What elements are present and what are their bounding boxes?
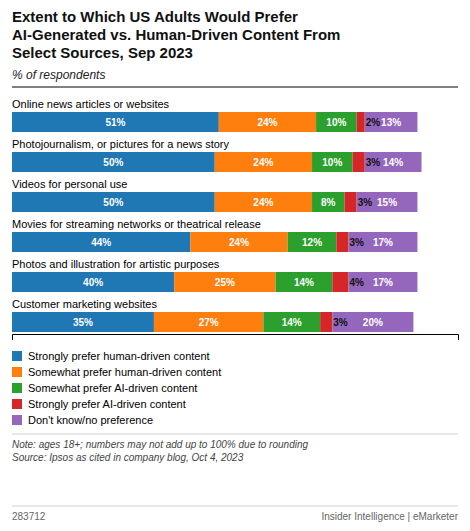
bar-segment <box>12 112 219 132</box>
legend-label: Strongly prefer human-driven content <box>28 350 210 362</box>
legend-swatch <box>12 415 22 425</box>
bar-segment <box>353 152 365 172</box>
data-label: 24% <box>257 117 277 128</box>
data-label: 10% <box>322 157 342 168</box>
bar-segment <box>263 312 320 332</box>
series <box>332 112 421 332</box>
category-label: Videos for personal use <box>12 178 127 190</box>
title-line: Extent to Which US Adults Would Prefer <box>12 8 298 25</box>
bar-segment <box>215 152 312 172</box>
bar-segment <box>312 192 344 212</box>
note-line: Note: ages 18+; numbers may not add up t… <box>12 439 308 450</box>
bars <box>12 112 422 332</box>
bar-segment <box>332 272 348 292</box>
data-label: 24% <box>253 197 273 208</box>
data-label: 4% <box>350 277 365 288</box>
bar-segment <box>336 232 348 252</box>
category-label: Online news articles or websites <box>12 98 170 110</box>
chart: Extent to Which US Adults Would PreferAI… <box>0 0 470 531</box>
data-label: 17% <box>373 277 393 288</box>
category-label: Photos and illustration for artistic pur… <box>12 258 220 270</box>
legend-label: Don't know/no preference <box>28 414 153 426</box>
bar-segment <box>349 272 418 292</box>
data-label: 15% <box>377 197 397 208</box>
data-label: 24% <box>229 237 249 248</box>
series <box>263 112 356 332</box>
bar-segment <box>154 312 263 332</box>
data-labels: 51% 50% 50% 44% 40% 35% 24% 24% 24% 24% 25% 27% 10% 1… <box>73 117 403 328</box>
bar-segment <box>357 192 418 212</box>
data-label: 10% <box>326 117 346 128</box>
bar-segment <box>190 232 287 252</box>
title: Extent to Which US Adults Would PreferAI… <box>12 8 340 61</box>
data-label: 2% <box>366 117 381 128</box>
legend-label: Somewhat prefer AI-driven content <box>28 382 197 394</box>
bar-segment <box>12 312 154 332</box>
data-label: 12% <box>302 237 322 248</box>
bar-segment <box>215 192 312 212</box>
legend: Strongly prefer human-driven content Some… <box>12 350 221 426</box>
title-line: AI-Generated vs. Human-Driven Content Fr… <box>12 26 340 43</box>
bar-segment <box>357 112 365 132</box>
legend-swatch <box>12 367 22 377</box>
bar-segment <box>344 192 356 212</box>
data-label: 20% <box>363 317 383 328</box>
data-label: 25% <box>215 277 235 288</box>
data-label: 50% <box>103 197 123 208</box>
bar-segment <box>365 152 422 172</box>
legend-label: Somewhat prefer human-driven content <box>28 366 221 378</box>
legend-swatch <box>12 399 22 409</box>
category-label: Movies for streaming networks or theatri… <box>12 218 261 230</box>
legend-swatch <box>12 351 22 361</box>
bar-segment <box>320 312 332 332</box>
bar-segment <box>312 152 353 172</box>
note-line: Source: Ipsos as cited in company blog, … <box>12 452 244 463</box>
footer-right: Insider Intelligence | eMarketer <box>321 511 458 522</box>
category-label: Customer marketing websites <box>12 298 157 310</box>
data-label: 27% <box>199 317 219 328</box>
bar-segment <box>174 272 275 292</box>
data-label: 3% <box>350 237 365 248</box>
data-label: 44% <box>91 237 111 248</box>
subtitle: % of respondents <box>12 68 105 82</box>
bar-segment <box>12 152 215 172</box>
bar-segment <box>12 192 215 212</box>
footer-left: 283712 <box>12 511 46 522</box>
data-label: 8% <box>321 197 336 208</box>
x-axis <box>13 335 459 341</box>
series <box>320 112 365 332</box>
data-label: 3% <box>333 317 348 328</box>
bar-segment <box>276 272 333 292</box>
legend-swatch <box>12 383 22 393</box>
note-rule <box>12 434 458 435</box>
x-axis-line <box>13 335 459 341</box>
footer-rule <box>12 506 458 507</box>
bar-segment <box>12 232 190 252</box>
bar-segment <box>365 112 418 132</box>
data-label: 17% <box>373 237 393 248</box>
data-label: 13% <box>381 117 401 128</box>
subtitle-rule <box>12 87 458 88</box>
data-label: 3% <box>366 157 381 168</box>
bar-segment <box>288 232 337 252</box>
title-line: Select Sources, Sep 2023 <box>12 44 193 61</box>
bar-segment <box>12 272 174 292</box>
bar-segment <box>349 232 418 252</box>
data-label: 35% <box>73 317 93 328</box>
data-label: 51% <box>105 117 125 128</box>
bar-segment <box>332 312 413 332</box>
bar-segment <box>316 112 357 132</box>
data-label: 50% <box>103 157 123 168</box>
category-labels: Online news articles or websites Photojou… <box>12 98 261 310</box>
category-label: Photojournalism, or pictures for a news … <box>12 138 230 150</box>
legend-label: Strongly prefer AI-driven content <box>28 398 186 410</box>
data-label: 40% <box>83 277 103 288</box>
data-label: 24% <box>253 157 273 168</box>
note: Note: ages 18+; numbers may not add up t… <box>12 439 308 463</box>
data-label: 14% <box>282 317 302 328</box>
data-label: 14% <box>294 277 314 288</box>
data-label: 3% <box>358 197 373 208</box>
bar-segment <box>219 112 316 132</box>
data-label: 14% <box>383 157 403 168</box>
